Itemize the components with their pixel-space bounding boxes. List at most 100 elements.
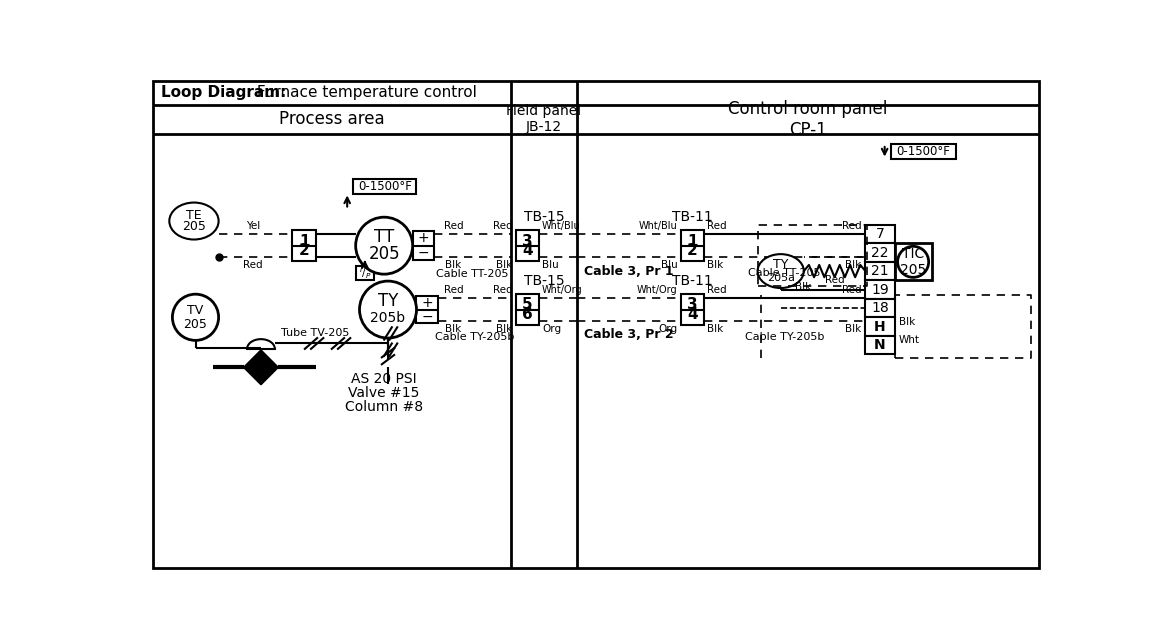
Text: Yel: Yel bbox=[246, 221, 260, 231]
Text: 205: 205 bbox=[900, 263, 926, 277]
Text: Cable TT-205: Cable TT-205 bbox=[748, 268, 821, 277]
Text: +: + bbox=[422, 296, 433, 309]
Text: 2: 2 bbox=[686, 243, 698, 258]
Text: 205: 205 bbox=[369, 245, 400, 263]
Bar bbox=[865, 225, 895, 243]
Text: 6: 6 bbox=[522, 307, 533, 322]
Text: TB-11: TB-11 bbox=[672, 274, 712, 288]
Text: −: − bbox=[418, 246, 430, 260]
Text: 5: 5 bbox=[522, 297, 533, 313]
Text: Blk: Blk bbox=[497, 260, 513, 270]
Text: Blk: Blk bbox=[707, 260, 723, 270]
Text: Blk: Blk bbox=[795, 282, 810, 292]
Text: Red: Red bbox=[842, 221, 862, 231]
Bar bbox=[895, 243, 932, 281]
Text: 205a: 205a bbox=[767, 273, 795, 283]
Bar bbox=[680, 230, 704, 261]
Text: TB-11: TB-11 bbox=[672, 210, 712, 224]
Bar bbox=[865, 243, 895, 262]
Text: Org: Org bbox=[658, 324, 678, 334]
Text: Wht/Blu: Wht/Blu bbox=[542, 221, 581, 231]
Text: 0-1500°F: 0-1500°F bbox=[896, 145, 950, 158]
Text: Blu: Blu bbox=[542, 260, 559, 270]
Bar bbox=[292, 230, 316, 261]
Text: Cable 3, Pr 2: Cable 3, Pr 2 bbox=[584, 329, 673, 342]
Text: TT: TT bbox=[374, 228, 395, 246]
Text: 7: 7 bbox=[876, 227, 884, 241]
Text: Control room panel
CP-1: Control room panel CP-1 bbox=[728, 100, 888, 139]
Text: 205: 205 bbox=[184, 318, 207, 331]
Text: Blk: Blk bbox=[898, 317, 915, 327]
Text: Org: Org bbox=[542, 324, 561, 334]
Text: 19: 19 bbox=[871, 282, 889, 297]
Bar bbox=[354, 178, 417, 194]
Text: Red: Red bbox=[444, 221, 464, 231]
Ellipse shape bbox=[758, 254, 803, 288]
Text: 205b: 205b bbox=[370, 311, 405, 325]
Ellipse shape bbox=[170, 202, 219, 239]
Circle shape bbox=[356, 217, 412, 274]
Text: Red: Red bbox=[493, 285, 513, 295]
Text: 3: 3 bbox=[687, 297, 698, 313]
Text: Blu: Blu bbox=[660, 260, 678, 270]
Text: Wht/Blu: Wht/Blu bbox=[638, 221, 678, 231]
Bar bbox=[417, 296, 438, 324]
Text: Field panel
JB-12: Field panel JB-12 bbox=[506, 104, 582, 134]
Text: Red: Red bbox=[707, 285, 726, 295]
Text: $^{I}/_{P}$: $^{I}/_{P}$ bbox=[358, 266, 371, 281]
Text: TE: TE bbox=[186, 209, 201, 222]
Text: Red: Red bbox=[244, 260, 263, 270]
Text: Column #8: Column #8 bbox=[345, 399, 423, 413]
Text: Process area: Process area bbox=[280, 110, 385, 128]
Text: +: + bbox=[418, 231, 430, 245]
Text: TV: TV bbox=[187, 304, 204, 317]
Text: Blk: Blk bbox=[707, 324, 723, 334]
Text: 1: 1 bbox=[299, 234, 309, 248]
Text: 4: 4 bbox=[522, 243, 533, 258]
Text: Cable 3, Pr 1: Cable 3, Pr 1 bbox=[584, 265, 673, 277]
Text: Blk: Blk bbox=[845, 324, 862, 334]
Text: Cable TY-205b: Cable TY-205b bbox=[434, 331, 514, 342]
Text: H: H bbox=[875, 320, 885, 334]
Text: AS 20 PSI: AS 20 PSI bbox=[351, 372, 417, 386]
Text: Red: Red bbox=[707, 221, 726, 231]
Bar bbox=[865, 336, 895, 354]
Text: −: − bbox=[422, 309, 433, 324]
Bar bbox=[865, 317, 895, 336]
Text: 3: 3 bbox=[522, 234, 533, 248]
Text: 205: 205 bbox=[182, 220, 206, 233]
Text: Wht: Wht bbox=[898, 335, 919, 345]
Text: Red: Red bbox=[493, 221, 513, 231]
Text: 21: 21 bbox=[871, 264, 889, 278]
Bar bbox=[865, 281, 895, 299]
Text: TY: TY bbox=[378, 292, 398, 310]
Text: Blk: Blk bbox=[845, 260, 862, 270]
Text: 18: 18 bbox=[871, 301, 889, 315]
Text: 4: 4 bbox=[687, 307, 698, 322]
Circle shape bbox=[172, 294, 219, 340]
Text: Wht/Org: Wht/Org bbox=[637, 285, 678, 295]
Bar bbox=[891, 144, 957, 159]
Polygon shape bbox=[244, 351, 278, 385]
Text: Blk: Blk bbox=[497, 324, 513, 334]
Text: 1: 1 bbox=[687, 234, 698, 248]
Bar bbox=[865, 299, 895, 317]
Text: Red: Red bbox=[842, 285, 862, 295]
Text: TIC: TIC bbox=[902, 247, 924, 261]
Text: Cable TY-205b: Cable TY-205b bbox=[745, 331, 824, 342]
Text: Blk: Blk bbox=[445, 260, 461, 270]
Text: TB-15: TB-15 bbox=[523, 274, 564, 288]
Text: 22: 22 bbox=[871, 246, 889, 259]
Text: Wht/Org: Wht/Org bbox=[542, 285, 583, 295]
Bar bbox=[356, 266, 375, 281]
Circle shape bbox=[898, 247, 929, 277]
Text: 0-1500°F: 0-1500°F bbox=[358, 180, 412, 193]
Bar bbox=[680, 294, 704, 325]
Text: Tube TV-205: Tube TV-205 bbox=[281, 327, 349, 338]
Text: Loop Diagram:: Loop Diagram: bbox=[160, 85, 286, 100]
Circle shape bbox=[359, 281, 417, 338]
Text: Red: Red bbox=[444, 285, 464, 295]
Text: 2: 2 bbox=[299, 243, 309, 258]
Text: TY: TY bbox=[773, 259, 788, 272]
Text: Blk: Blk bbox=[445, 324, 461, 334]
